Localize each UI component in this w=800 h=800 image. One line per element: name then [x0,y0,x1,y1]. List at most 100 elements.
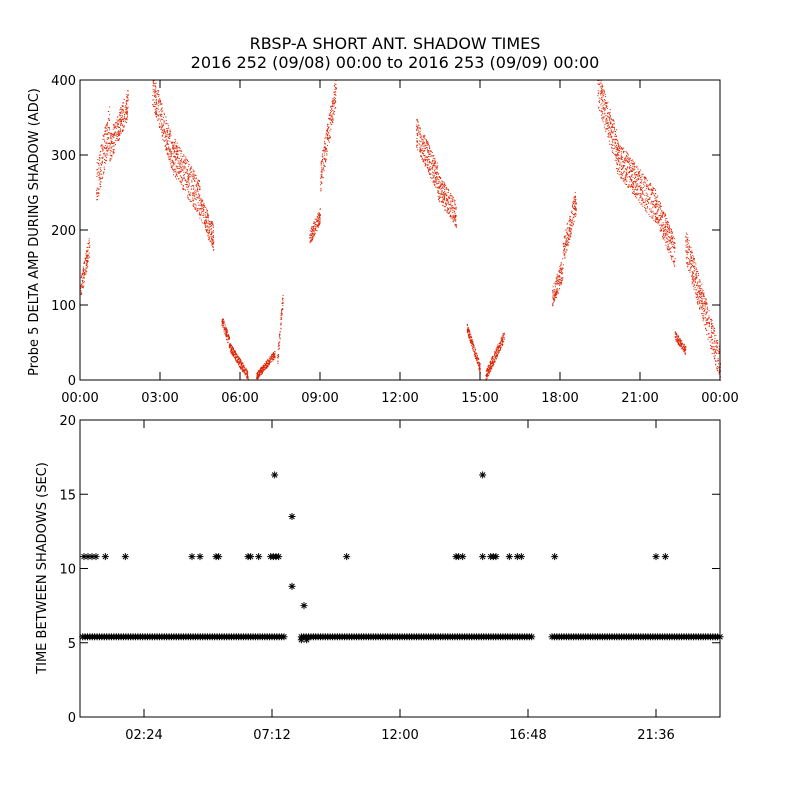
top-data-point [498,344,500,346]
top-data-point [126,113,128,115]
top-data-point [268,364,270,366]
top-data-point [314,233,316,235]
top-data-point [625,175,627,177]
top-data-point [597,83,599,85]
top-data-point [646,180,648,182]
top-data-point [492,356,494,358]
top-data-point [97,174,99,176]
top-data-point [552,296,554,298]
top-data-point [119,129,121,131]
top-data-point [96,169,98,171]
top-data-point [118,131,120,133]
top-data-point [669,248,671,250]
top-data-point [175,151,177,153]
top-data-point [434,168,436,170]
top-data-point [442,204,444,206]
top-data-point [242,369,244,371]
top-data-point [108,138,110,140]
top-data-point [651,191,653,193]
top-data-point [238,366,240,368]
top-data-point [324,165,326,167]
top-data-point [453,206,455,208]
top-data-point [485,378,487,380]
top-data-point [175,172,177,174]
top-data-point [85,253,87,255]
top-data-point [328,118,330,120]
top-data-point [452,199,454,201]
top-data-point [613,123,615,125]
top-data-point [318,212,320,214]
top-data-point [443,197,445,199]
top-data-point [206,222,208,224]
top-data-point [425,159,427,161]
top-panel: Probe 5 DELTA AMP DURING SHADOW (ADC) 00… [27,74,739,406]
top-data-point [710,330,712,332]
top-data-point [105,153,107,155]
top-data-point [434,157,436,159]
top-data-point [652,186,654,188]
top-data-point [605,114,607,116]
top-data-point [416,140,418,142]
top-data-point [571,213,573,215]
top-data-point [189,168,191,170]
top-data-point [656,197,658,199]
top-data-point [609,134,611,136]
top-data-point [315,218,317,220]
top-data-point [123,120,125,122]
top-data-point [103,134,105,136]
top-data-point [638,173,640,175]
top-data-point [693,266,695,268]
top-data-point [625,154,627,156]
top-data-point [311,232,313,234]
top-data-point [428,153,430,155]
top-data-point [154,82,156,84]
top-data-point [652,215,654,217]
top-data-point [186,172,188,174]
top-data-point [489,363,491,365]
top-data-point [335,88,337,90]
top-data-point [600,90,602,92]
top-data-point [256,375,258,377]
top-data-point [232,350,234,352]
top-data-point [626,156,628,158]
top-data-point [211,221,213,223]
top-data-point [313,226,315,228]
top-data-point [127,99,129,101]
top-data-point [567,222,569,224]
top-data-point [174,156,176,158]
top-data-point [331,108,333,110]
top-data-point [454,218,456,220]
top-data-point [567,245,569,247]
top-data-point [626,151,628,153]
top-data-point [450,209,452,211]
top-data-point [419,150,421,152]
top-data-point [678,335,680,337]
top-data-point [613,120,615,122]
top-data-point [165,136,167,138]
top-data-point [103,140,105,142]
top-data-point [447,202,449,204]
top-data-point [665,228,667,230]
top-data-point [442,194,444,196]
top-data-point [81,284,83,286]
top-data-point [113,142,115,144]
top-data-point [633,193,635,195]
top-data-point [331,102,333,104]
top-data-point [281,314,283,316]
top-data-point [328,113,330,115]
top-data-point [313,229,315,231]
top-data-point [427,167,429,169]
top-data-point [166,153,168,155]
top-data-point [631,192,633,194]
top-data-point [329,114,331,116]
top-data-point [602,105,604,107]
top-data-point [496,354,498,356]
top-data-point [445,186,447,188]
top-data-point [273,354,275,356]
top-data-point [621,148,623,150]
top-data-point [329,113,331,115]
top-data-point [498,346,500,348]
top-data-point [206,208,208,210]
top-data-point [175,145,177,147]
top-data-point [654,198,656,200]
